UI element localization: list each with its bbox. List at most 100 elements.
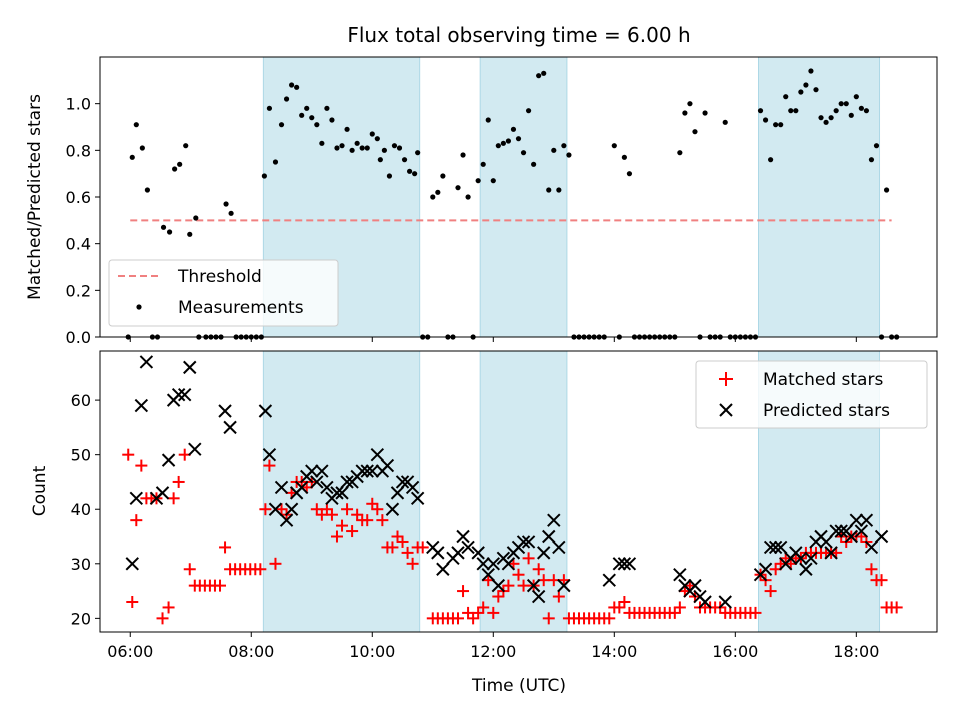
measurement-point-66 xyxy=(455,185,461,191)
measurement-point-78 xyxy=(515,136,522,142)
predicted-point-90 xyxy=(799,562,813,576)
measurement-point-10 xyxy=(177,161,183,167)
measurement-point-135 xyxy=(808,68,814,74)
measurement-point-75 xyxy=(500,140,506,146)
bottom-x-tick-label: 08:00 xyxy=(228,642,274,661)
predicted-point-103 xyxy=(864,540,879,555)
measurement-point-86 xyxy=(556,187,562,193)
matched-point-85 xyxy=(557,574,570,587)
measurement-point-45 xyxy=(354,140,360,146)
measurement-point-52 xyxy=(386,173,393,179)
bottom-x-tick: 10:00 xyxy=(349,632,395,661)
predicted-point-36 xyxy=(370,447,385,462)
predicted-point-80 xyxy=(718,595,732,609)
matched-point-44 xyxy=(346,525,359,538)
bottom-legend: Matched stars Predicted stars xyxy=(695,360,928,429)
measurement-point-80 xyxy=(525,108,532,114)
matched-point-8 xyxy=(162,601,175,614)
predicted-point-71 xyxy=(612,557,627,571)
top-y-tick-label: 0.2 xyxy=(66,281,91,300)
measurement-point-142 xyxy=(843,101,849,107)
measurement-point-126 xyxy=(762,117,769,123)
measurement-point-67 xyxy=(460,152,466,158)
legend-threshold-label: Threshold xyxy=(177,267,262,287)
measurement-point-44 xyxy=(349,147,355,153)
matched-point-12 xyxy=(183,563,196,576)
bottom-x-tick: 14:00 xyxy=(591,632,637,661)
predicted-point-94 xyxy=(819,535,833,549)
predicted-point-79 xyxy=(698,595,712,609)
measurement-point-138 xyxy=(823,119,829,125)
predicted-point-56 xyxy=(491,578,506,593)
predicted-point-102 xyxy=(859,513,874,527)
predicted-point-40 xyxy=(390,486,405,500)
measurement-point-110 xyxy=(682,110,688,116)
bottom-x-tick-label: 14:00 xyxy=(591,642,637,661)
matched-point-47 xyxy=(361,514,374,527)
predicted-point-82 xyxy=(758,562,773,576)
predicted-point-46 xyxy=(431,546,445,560)
matched-point-56 xyxy=(406,557,419,570)
bottom-panel: 20 30 40 50 60 06:00 08:00 10:00 12:00 14:00 16:0… xyxy=(30,350,938,696)
top-y-tick: 0.8 xyxy=(66,141,100,160)
predicted-point-6 xyxy=(161,453,176,467)
predicted-point-24 xyxy=(310,475,324,489)
measurement-point-8 xyxy=(166,229,173,235)
legend-matched-swatch xyxy=(719,372,733,386)
measurement-point-147 xyxy=(868,157,875,163)
measurement-point-30 xyxy=(278,122,285,128)
matched-point-7 xyxy=(156,612,169,625)
predicted-point-38 xyxy=(380,458,395,473)
measurement-point-3 xyxy=(139,145,145,151)
predicted-point-52 xyxy=(471,546,485,560)
matched-point-58 xyxy=(416,541,429,554)
matched-point-72 xyxy=(492,590,505,603)
measurement-point-133 xyxy=(798,89,804,95)
predicted-point-13 xyxy=(223,420,237,435)
matched-point-108 xyxy=(673,601,686,614)
measurement-point-37 xyxy=(314,122,320,128)
predicted-point-1 xyxy=(129,491,144,506)
matched-point-65 xyxy=(457,585,470,598)
predicted-point-50 xyxy=(456,529,470,544)
matched-point-10 xyxy=(172,475,185,488)
matched-point-74 xyxy=(502,579,515,592)
top-y-tick: 0.2 xyxy=(66,281,100,300)
predicted-point-11 xyxy=(188,442,202,456)
measurement-point-54 xyxy=(396,145,403,151)
legend-measurements-label: Measurements xyxy=(178,298,304,318)
measurement-point-77 xyxy=(510,126,517,132)
predicted-point-104 xyxy=(874,529,889,544)
measurement-point-2 xyxy=(133,122,139,128)
predicted-point-18 xyxy=(279,513,294,527)
top-y-tick: 0.0 xyxy=(66,328,100,347)
predicted-point-21 xyxy=(294,480,309,495)
predicted-point-97 xyxy=(834,524,848,538)
top-y-tick-label: 0.0 xyxy=(66,328,91,347)
predicted-point-89 xyxy=(794,551,808,566)
predicted-point-65 xyxy=(537,546,551,560)
predicted-point-91 xyxy=(804,551,818,566)
predicted-point-54 xyxy=(481,568,495,582)
matched-point-76 xyxy=(512,568,525,581)
measurement-point-71 xyxy=(480,161,486,167)
matched-point-39 xyxy=(320,503,333,516)
predicted-point-66 xyxy=(542,529,556,544)
measurement-point-143 xyxy=(848,112,854,118)
matched-point-43 xyxy=(341,503,354,516)
matched-point-48 xyxy=(366,497,379,510)
matched-point-28 xyxy=(263,459,276,472)
top-axes-frame xyxy=(99,56,938,338)
legend-predicted-label: Predicted stars xyxy=(763,401,890,421)
predicted-point-28 xyxy=(330,486,344,500)
shaded-interval-2 xyxy=(758,56,881,338)
measurement-point-36 xyxy=(309,115,315,121)
matched-point-40 xyxy=(325,508,338,521)
measurement-point-148 xyxy=(873,143,880,149)
matched-point-97 xyxy=(618,595,631,608)
top-panel: 0.0 0.2 0.4 0.6 0.8 1.0 Matched/Predicted sta… xyxy=(25,56,938,347)
measurement-point-13 xyxy=(193,215,199,221)
measurement-point-4 xyxy=(144,187,150,193)
top-y-tick-label: 1.0 xyxy=(66,95,91,114)
